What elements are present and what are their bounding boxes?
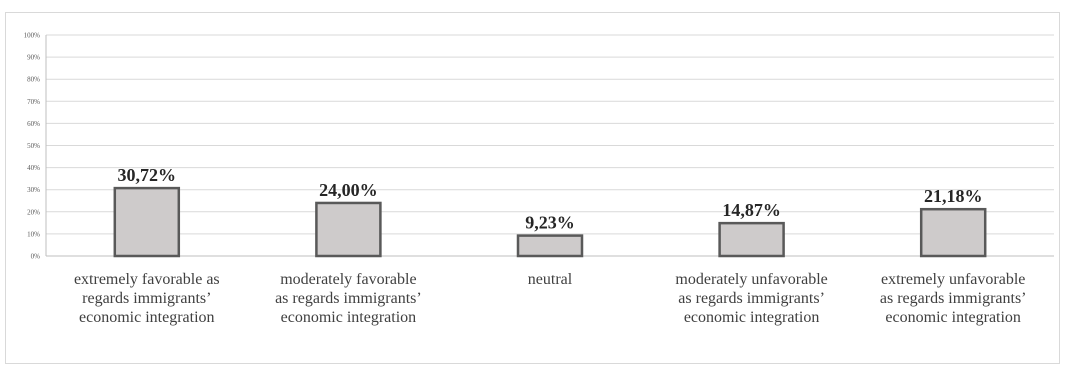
- bar: [919, 207, 987, 258]
- category-label-line: neutral: [527, 271, 573, 288]
- bar: [718, 221, 785, 258]
- y-tick-label: 40%: [27, 164, 40, 172]
- data-label: 9,23%: [525, 213, 575, 233]
- category-label-line: as regards immigrants’: [678, 290, 825, 307]
- y-tick-label: 60%: [27, 120, 40, 128]
- category-label: extremely unfavorable as regards immigran…: [853, 270, 1053, 327]
- category-label-line: economic integration: [79, 309, 215, 326]
- y-tick-label: 80%: [27, 76, 40, 84]
- gridlines: [45, 34, 1054, 257]
- y-tick-label: 10%: [27, 230, 40, 238]
- bars: [113, 186, 987, 258]
- y-tick-label: 90%: [27, 54, 40, 62]
- category-label: extremely favorable as regards immigrants…: [47, 270, 247, 327]
- category-label-line: extremely unfavorable: [881, 271, 1026, 288]
- y-tick-label: 30%: [27, 186, 40, 194]
- category-label: moderately favorable as regards immigrant…: [248, 270, 448, 327]
- data-label: 30,72%: [118, 165, 177, 185]
- data-label: 24,00%: [319, 180, 378, 200]
- y-tick-label: 0%: [31, 253, 41, 261]
- y-axis-ticks: 0% 10% 20% 30% 40% 50% 60% 70% 80% 90% 100%: [24, 32, 41, 261]
- category-label-line: extremely favorable as: [73, 271, 220, 288]
- category-label-line: economic integration: [683, 309, 820, 326]
- category-label-line: economic integration: [885, 309, 1021, 326]
- data-label: 21,18%: [924, 186, 983, 206]
- bar-chart: 0% 10% 20% 30% 40% 50% 60% 70% 80% 90% 100% 30,72%…: [24, 32, 1054, 261]
- y-tick-label: 70%: [27, 98, 40, 106]
- y-tick-label: 50%: [27, 142, 40, 150]
- data-labels: 30,72% 24,00% 9,23% 14,87% 21,18%: [118, 165, 983, 232]
- bar: [516, 234, 584, 258]
- category-label-line: moderately favorable: [280, 271, 417, 288]
- y-tick-label: 100%: [24, 32, 41, 40]
- y-tick-label: 20%: [27, 208, 40, 216]
- category-label-line: as regards immigrants’: [879, 290, 1027, 307]
- data-label: 14,87%: [722, 200, 781, 220]
- category-label-line: as regards immigrants’: [275, 290, 422, 307]
- category-label-line: moderately unfavorable: [675, 271, 828, 288]
- bar: [113, 186, 181, 258]
- category-label-line: regards immigrants’: [82, 290, 212, 307]
- bar: [315, 201, 382, 258]
- category-label: moderately unfavorable as regards immigra…: [652, 270, 852, 327]
- chart-frame: 0% 10% 20% 30% 40% 50% 60% 70% 80% 90% 100% 30,72%…: [5, 12, 1060, 364]
- category-label-line: economic integration: [280, 309, 417, 326]
- category-label: neutral: [450, 270, 650, 289]
